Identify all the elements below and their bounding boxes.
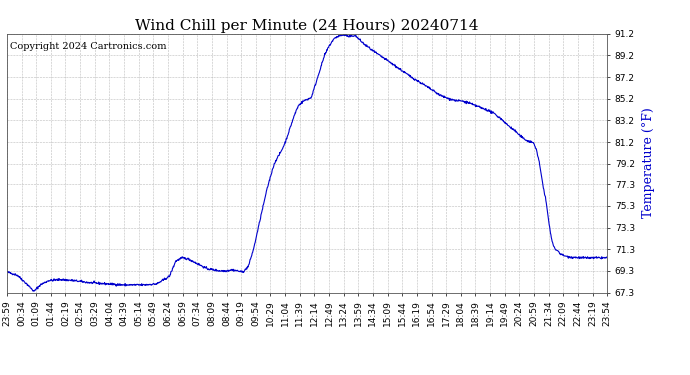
- Y-axis label: Temperature (°F): Temperature (°F): [642, 108, 655, 219]
- Text: Copyright 2024 Cartronics.com: Copyright 2024 Cartronics.com: [10, 42, 166, 51]
- Title: Wind Chill per Minute (24 Hours) 20240714: Wind Chill per Minute (24 Hours) 2024071…: [135, 18, 479, 33]
